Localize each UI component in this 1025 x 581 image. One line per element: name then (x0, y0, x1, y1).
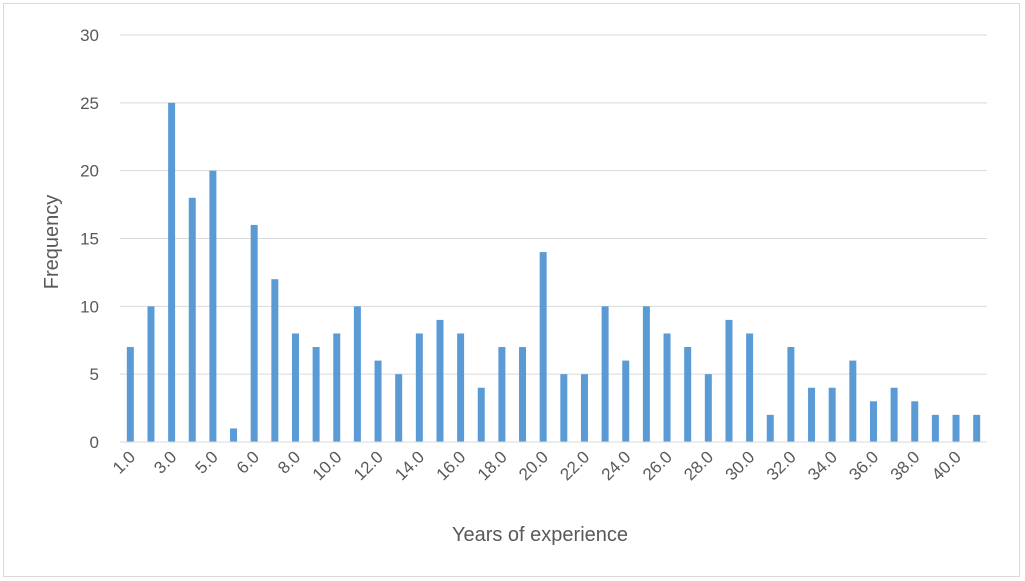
bar (890, 387, 898, 442)
bar (312, 347, 320, 442)
bar (642, 306, 650, 442)
y-tick-label: 20 (80, 162, 99, 181)
bar (684, 347, 692, 442)
bar (395, 374, 403, 442)
x-tick-label: 26.0 (639, 447, 676, 484)
bar (498, 347, 506, 442)
x-tick-label: 5.0 (192, 447, 222, 477)
y-tick-label: 15 (80, 230, 99, 249)
bar (477, 387, 485, 442)
bar (704, 374, 712, 442)
bar (126, 347, 134, 442)
bar (766, 414, 774, 442)
x-tick-label: 12.0 (350, 447, 387, 484)
x-tick-label: 30.0 (722, 447, 759, 484)
bar (333, 333, 341, 442)
bar (168, 102, 176, 442)
x-tick-label: 1.0 (109, 447, 139, 477)
bar (415, 333, 423, 442)
bar (973, 414, 981, 442)
x-tick-label: 22.0 (556, 447, 593, 484)
x-tick-label: 20.0 (515, 447, 552, 484)
bar (209, 170, 217, 442)
x-tick-label: 36.0 (845, 447, 882, 484)
bar (828, 387, 836, 442)
bar (457, 333, 465, 442)
bar (560, 374, 568, 442)
x-tick-label: 24.0 (598, 447, 635, 484)
bars (126, 102, 981, 442)
x-tick-label: 10.0 (309, 447, 346, 484)
x-tick-label: 6.0 (233, 447, 263, 477)
bar (725, 319, 733, 442)
gridlines (120, 34, 987, 375)
bar (580, 374, 588, 442)
x-tick-label: 14.0 (391, 447, 428, 484)
bar (147, 306, 155, 442)
bar (663, 333, 671, 442)
bar (787, 347, 795, 442)
y-tick-labels: 0 5 10 15 20 25 30 (80, 26, 99, 452)
bar (601, 306, 609, 442)
bar (952, 414, 960, 442)
x-tick-label: 32.0 (763, 447, 800, 484)
x-axis-title: Years of experience (452, 524, 628, 546)
x-tick-label: 16.0 (433, 447, 470, 484)
bar (250, 224, 258, 442)
bar (374, 360, 382, 442)
bar (808, 387, 816, 442)
bar (436, 319, 444, 442)
y-tick-label: 30 (80, 26, 99, 45)
bar (353, 306, 361, 442)
bar (271, 279, 279, 442)
bar (291, 333, 299, 442)
y-axis-title: Frequency (41, 195, 63, 290)
x-tick-label: 28.0 (680, 447, 717, 484)
bar (931, 414, 939, 442)
bar (746, 333, 754, 442)
y-tick-label: 10 (80, 297, 99, 316)
x-tick-label: 18.0 (474, 447, 511, 484)
bar (188, 197, 196, 442)
bar (539, 252, 547, 442)
bar (622, 360, 630, 442)
y-tick-label: 0 (90, 433, 99, 452)
x-tick-label: 8.0 (274, 447, 304, 477)
x-tick-label: 3.0 (150, 447, 180, 477)
y-tick-label: 25 (80, 94, 99, 113)
bar (849, 360, 857, 442)
bar (519, 347, 527, 442)
x-tick-label: 40.0 (928, 447, 965, 484)
x-tick-label: 34.0 (804, 447, 841, 484)
y-tick-label: 5 (90, 365, 99, 384)
bar (869, 401, 877, 442)
x-tick-labels: 1.0 3.0 5.0 6.0 8.0 10.0 12.0 14.0 16.0 18.0 20.0 2… (109, 447, 965, 484)
bar (230, 428, 238, 442)
x-tick-label: 38.0 (887, 447, 924, 484)
bar (911, 401, 919, 442)
